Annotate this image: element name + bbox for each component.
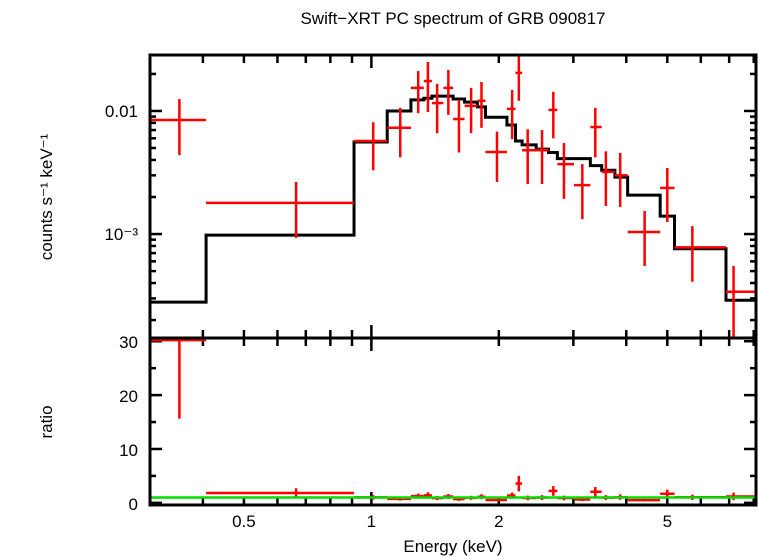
data-point bbox=[515, 55, 523, 101]
data-point bbox=[573, 164, 591, 220]
data-point bbox=[423, 62, 432, 113]
data-point bbox=[485, 131, 507, 182]
data-point bbox=[477, 81, 486, 128]
y-tick-label: 30 bbox=[119, 333, 138, 352]
ratio-layer bbox=[150, 338, 756, 502]
data-point bbox=[536, 130, 549, 185]
ratio-point bbox=[627, 498, 661, 502]
ratio-point bbox=[150, 338, 207, 419]
ratio-point bbox=[485, 498, 507, 502]
data-point bbox=[453, 99, 465, 153]
data-point bbox=[443, 70, 454, 115]
y-tick-label: 0 bbox=[129, 495, 138, 514]
ratio-point bbox=[515, 475, 523, 492]
x-tick-label: 5 bbox=[663, 512, 672, 531]
y-tick-label: 20 bbox=[119, 387, 138, 406]
data-point bbox=[506, 90, 516, 140]
data-point bbox=[387, 107, 411, 158]
axis-ticks: 0.5 1 2 5 0.01 10⁻³ 0 10 20 30 bbox=[104, 55, 756, 531]
x-axis-label: Energy (keV) bbox=[403, 537, 502, 556]
data-point bbox=[431, 83, 444, 134]
ratio-point bbox=[206, 488, 355, 498]
ratio-point bbox=[590, 486, 602, 497]
model-step-line bbox=[150, 94, 756, 304]
ratio-point bbox=[548, 486, 558, 496]
data-point bbox=[590, 107, 602, 158]
data-point bbox=[557, 142, 574, 199]
data-point bbox=[150, 99, 207, 156]
model-layer bbox=[150, 94, 756, 304]
data-point bbox=[660, 168, 675, 223]
x-tick-label: 1 bbox=[367, 512, 376, 531]
y-axis-label-ratio: ratio bbox=[37, 405, 56, 438]
data-point bbox=[464, 87, 478, 134]
data-layer bbox=[150, 55, 756, 338]
data-point bbox=[548, 91, 558, 139]
data-point bbox=[601, 151, 615, 207]
data-point bbox=[614, 152, 628, 207]
plot-frames bbox=[148, 53, 758, 507]
x-tick-label: 2 bbox=[494, 512, 503, 531]
data-point bbox=[410, 71, 424, 114]
ratio-panel-frame bbox=[148, 336, 758, 507]
data-point bbox=[522, 129, 537, 185]
data-point bbox=[206, 181, 355, 238]
y-tick-label: 10 bbox=[119, 441, 138, 460]
data-point bbox=[354, 122, 388, 171]
x-tick-label: 0.5 bbox=[232, 512, 256, 531]
data-point bbox=[674, 226, 726, 282]
y-tick-label: 0.01 bbox=[105, 102, 138, 121]
y-axis-label-spectrum: counts s⁻¹ keV⁻¹ bbox=[37, 133, 56, 260]
y-tick-label: 10⁻³ bbox=[104, 225, 138, 244]
data-point bbox=[627, 210, 661, 267]
chart-title: Swift−XRT PC spectrum of GRB 090817 bbox=[300, 9, 605, 28]
data-point bbox=[725, 266, 756, 338]
